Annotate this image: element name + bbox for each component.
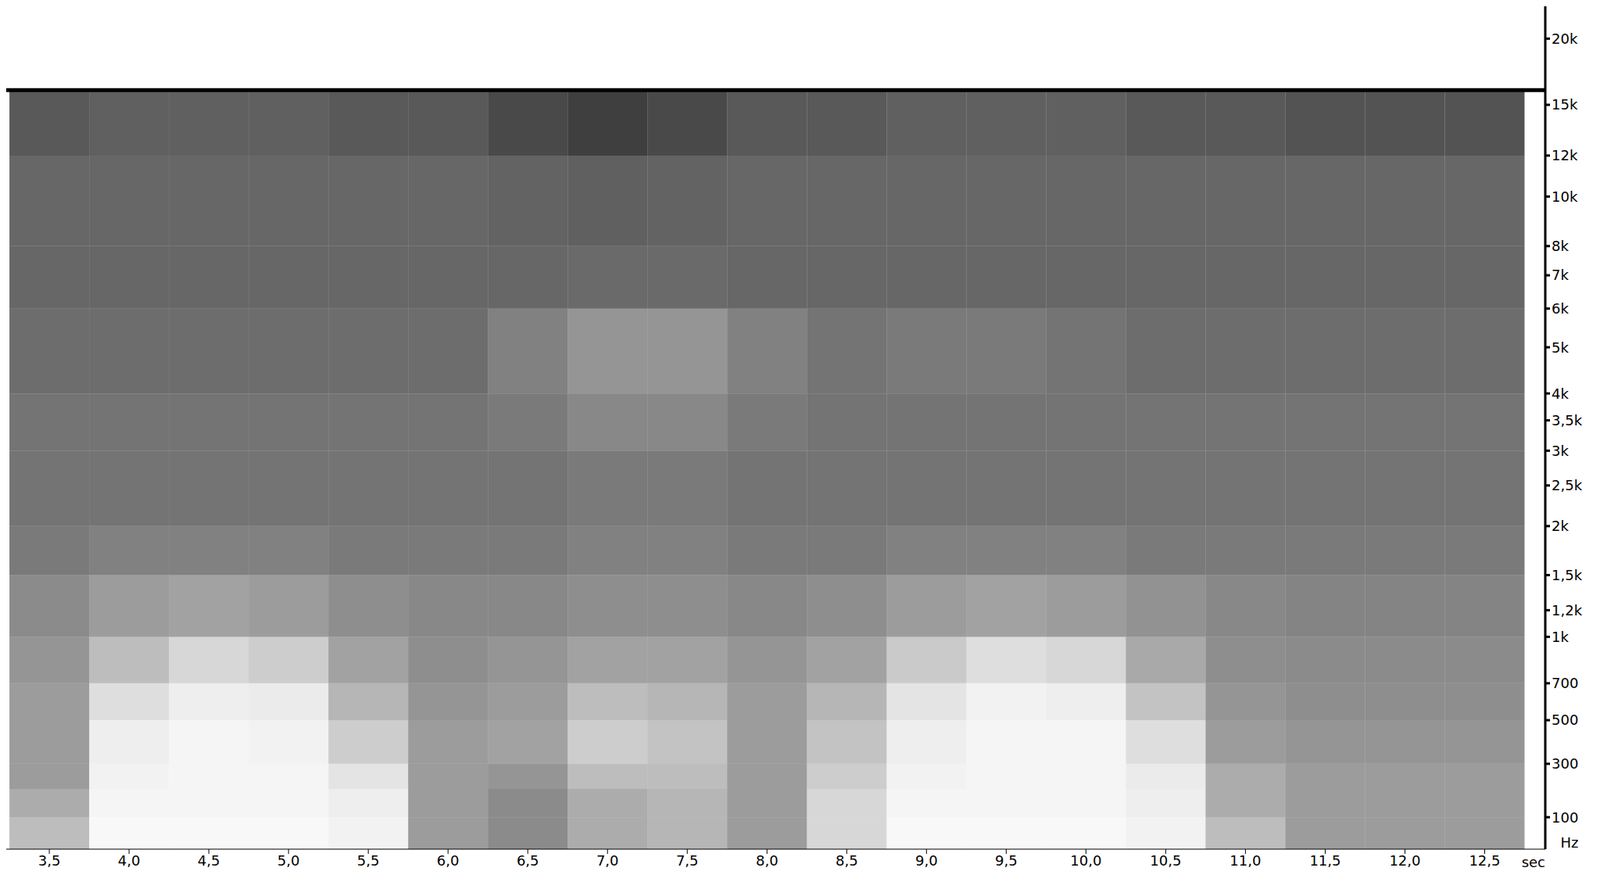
svg-text:2,5k: 2,5k — [1551, 476, 1583, 494]
svg-text:7k: 7k — [1551, 266, 1569, 283]
svg-text:4k: 4k — [1551, 385, 1569, 402]
svg-text:8k: 8k — [1551, 237, 1569, 255]
svg-text:Hz: Hz — [1560, 834, 1579, 851]
svg-text:1,2k: 1,2k — [1551, 601, 1583, 619]
svg-text:6k: 6k — [1551, 300, 1569, 317]
svg-text:4,0: 4,0 — [118, 851, 141, 869]
svg-text:10,0: 10,0 — [1070, 851, 1102, 869]
svg-text:2k: 2k — [1551, 517, 1569, 534]
svg-text:8,5: 8,5 — [835, 851, 859, 869]
svg-text:10,5: 10,5 — [1149, 851, 1182, 869]
svg-text:9,0: 9,0 — [915, 851, 938, 869]
svg-text:12,5: 12,5 — [1468, 851, 1500, 869]
svg-text:3,5: 3,5 — [38, 851, 61, 869]
svg-text:1k: 1k — [1551, 628, 1569, 645]
svg-text:5,5: 5,5 — [357, 851, 380, 869]
svg-text:6,5: 6,5 — [516, 851, 540, 869]
svg-text:7,5: 7,5 — [676, 851, 699, 869]
svg-text:20k: 20k — [1551, 30, 1579, 47]
svg-text:12,0: 12,0 — [1388, 851, 1421, 869]
svg-text:5,0: 5,0 — [277, 851, 301, 869]
svg-text:8,0: 8,0 — [755, 851, 779, 869]
svg-text:500: 500 — [1551, 711, 1579, 728]
svg-text:300: 300 — [1551, 755, 1579, 772]
svg-text:100: 100 — [1551, 808, 1579, 826]
svg-text:12k: 12k — [1551, 146, 1579, 164]
svg-text:7,0: 7,0 — [596, 851, 620, 869]
svg-text:4,5: 4,5 — [197, 851, 221, 869]
svg-text:1,5k: 1,5k — [1551, 566, 1583, 584]
svg-text:700: 700 — [1551, 674, 1579, 691]
svg-text:3,5k: 3,5k — [1551, 411, 1583, 429]
svg-text:10k: 10k — [1551, 188, 1579, 205]
svg-text:sec: sec — [1521, 853, 1546, 870]
svg-text:15k: 15k — [1551, 96, 1579, 113]
svg-text:5k: 5k — [1551, 339, 1569, 356]
svg-text:9,5: 9,5 — [995, 851, 1018, 869]
svg-text:6,0: 6,0 — [436, 851, 460, 869]
svg-text:11,5: 11,5 — [1309, 851, 1341, 869]
svg-text:3k: 3k — [1551, 442, 1569, 459]
svg-text:11,0: 11,0 — [1229, 851, 1261, 869]
